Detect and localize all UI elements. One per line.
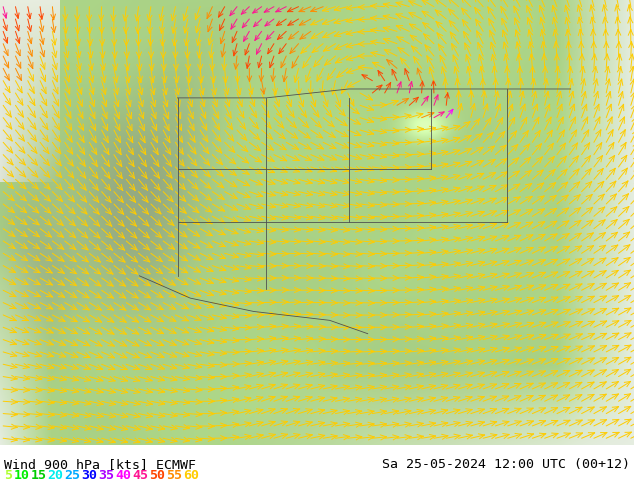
Text: Sa 25-05-2024 12:00 UTC (00+12): Sa 25-05-2024 12:00 UTC (00+12) — [382, 458, 630, 471]
Text: 15: 15 — [30, 469, 47, 483]
Text: 45: 45 — [132, 469, 148, 483]
Text: 60: 60 — [183, 469, 198, 483]
Text: 20: 20 — [48, 469, 63, 483]
Text: 10: 10 — [14, 469, 30, 483]
Text: Wind 900 hPa [kts] ECMWF: Wind 900 hPa [kts] ECMWF — [4, 458, 196, 471]
Text: 5: 5 — [4, 469, 12, 483]
Text: 35: 35 — [98, 469, 114, 483]
Text: 40: 40 — [115, 469, 131, 483]
Text: 30: 30 — [81, 469, 97, 483]
Text: 55: 55 — [166, 469, 182, 483]
Text: 25: 25 — [65, 469, 81, 483]
Text: 50: 50 — [149, 469, 165, 483]
